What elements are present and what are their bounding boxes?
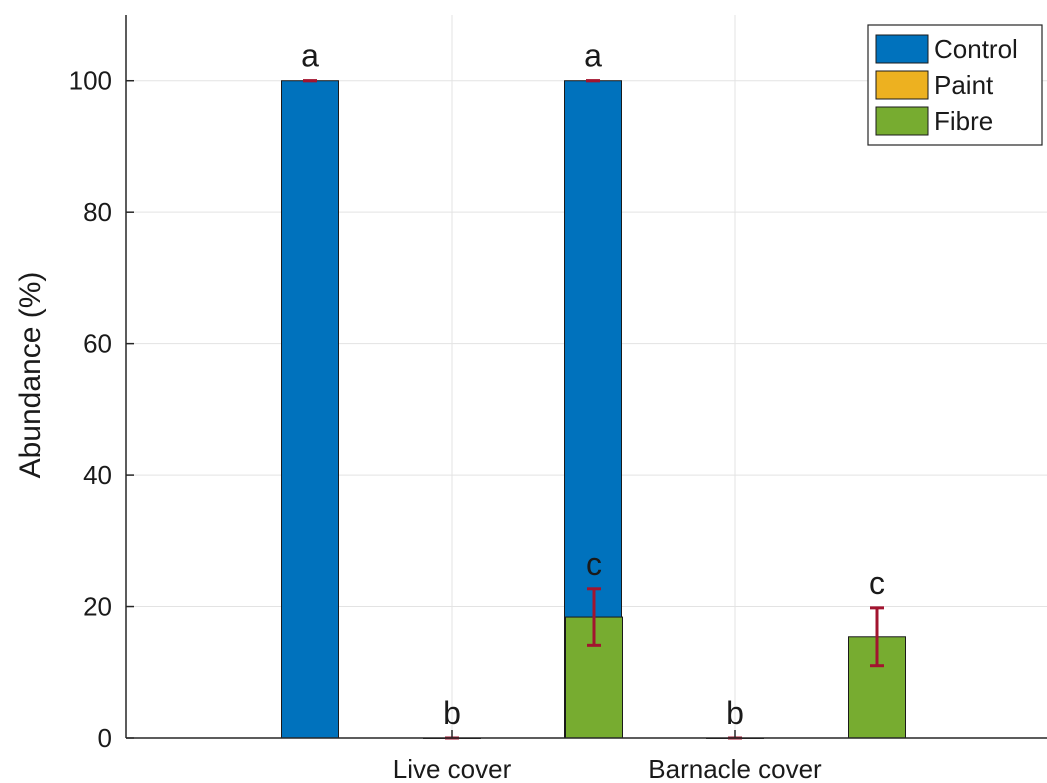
y-tick-label: 60 bbox=[83, 329, 112, 359]
legend-label: Fibre bbox=[934, 106, 993, 136]
legend-swatch bbox=[875, 34, 929, 64]
y-tick-label: 20 bbox=[83, 592, 112, 622]
y-tick-label: 0 bbox=[98, 723, 112, 753]
x-tick-label: Barnacle cover bbox=[648, 754, 822, 783]
significance-label: a bbox=[584, 38, 602, 74]
significance-label: c bbox=[869, 565, 885, 601]
x-tick-label: Live cover bbox=[393, 754, 512, 783]
bar-layer bbox=[281, 80, 906, 739]
significance-label: a bbox=[301, 38, 319, 74]
significance-label: b bbox=[443, 695, 461, 731]
error-bar-layer bbox=[303, 79, 884, 740]
legend-label: Paint bbox=[934, 70, 994, 100]
legend-swatch bbox=[875, 106, 929, 136]
legend-label: Control bbox=[934, 34, 1018, 64]
legend-swatch bbox=[875, 70, 929, 100]
y-tick-label: 100 bbox=[69, 66, 112, 96]
bar-control bbox=[281, 80, 339, 739]
legend: Control Paint Fibre bbox=[867, 24, 1043, 146]
y-tick-label: 40 bbox=[83, 460, 112, 490]
y-axis-label: Abundance (%) bbox=[14, 272, 47, 479]
significance-label: b bbox=[726, 695, 744, 731]
significance-label: c bbox=[586, 546, 602, 582]
label-layer: 0 20 40 60 80 100 Live cover Barnacle cover a a b b… bbox=[69, 38, 885, 783]
axis-layer bbox=[125, 15, 1047, 739]
y-tick-label: 80 bbox=[83, 197, 112, 227]
